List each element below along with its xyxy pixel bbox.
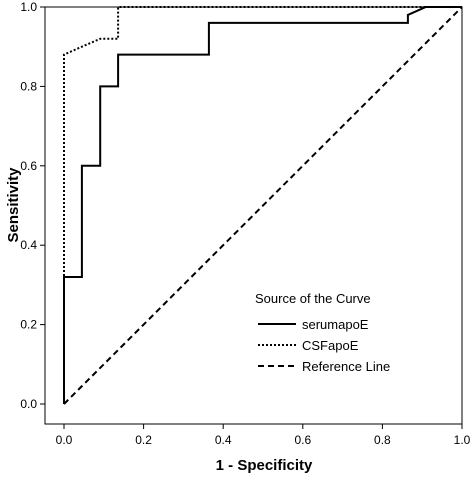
- legend-label-reference-line: Reference Line: [302, 359, 390, 374]
- x-tick-label: 0.2: [135, 433, 152, 447]
- legend-title: Source of the Curve: [255, 291, 371, 306]
- x-tick-label: 0.6: [294, 433, 311, 447]
- x-tick-label: 0.4: [215, 433, 232, 447]
- y-tick-label: 1.0: [20, 0, 37, 14]
- series-line-reference-line: [63, 6, 463, 405]
- y-tick-label: 0.2: [20, 318, 37, 332]
- y-tick-label: 0.0: [20, 397, 37, 411]
- y-tick-label: 0.6: [20, 159, 37, 173]
- axes-layer: 0.0 0.2 0.4 0.6 0.8 1.0 0.0 0.2 0.4 0.6 0.8 1.0: [20, 0, 470, 447]
- legend-label-CSFapoE: CSFapoE: [302, 338, 359, 353]
- legend: Source of the Curve serumapoE CSFapoE Re…: [255, 291, 390, 374]
- x-tick-label: 0.8: [374, 433, 391, 447]
- series-layer: [63, 6, 463, 405]
- x-tick-label: 1.0: [454, 433, 471, 447]
- series-line-csfapoe: [63, 6, 462, 404]
- y-tick-label: 0.8: [20, 79, 37, 93]
- x-axis-title: 1 - Specificity: [216, 457, 313, 474]
- series-line-serumapoe: [63, 6, 462, 404]
- legend-label-serumapoE: serumapoE: [302, 317, 369, 332]
- x-tick-label: 0.0: [56, 433, 73, 447]
- y-axis-title: Sensitivity: [5, 167, 22, 243]
- y-tick-label: 0.4: [20, 238, 37, 252]
